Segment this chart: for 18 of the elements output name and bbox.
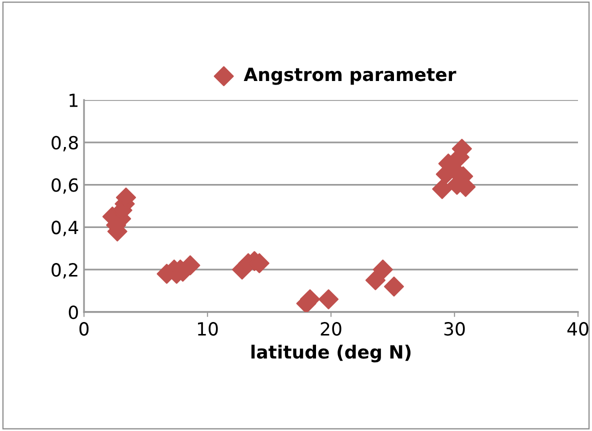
y-tick-label: 0,2 — [52, 263, 78, 279]
point — [372, 260, 393, 280]
y-tick-label: 0 — [68, 305, 78, 320]
x-tick-label: 30 — [444, 322, 465, 336]
point — [384, 276, 404, 297]
legend-label: Angstrom parameter — [244, 68, 456, 85]
y-tick-label: 0,6 — [52, 178, 78, 194]
y-tick-label: 0,4 — [52, 220, 78, 236]
x-tick-label: 20 — [320, 322, 342, 336]
point — [365, 270, 386, 290]
point — [318, 289, 339, 310]
y-tick-label: 1 — [70, 94, 78, 107]
x-tick-label: 10 — [198, 322, 218, 336]
y-tick-label: 0,8 — [52, 136, 78, 152]
x-axis-title: latitude (deg N) — [251, 344, 411, 362]
x-tick-label: 40 — [567, 322, 588, 336]
x-tick-label: 0 — [79, 322, 89, 336]
point — [432, 179, 452, 200]
